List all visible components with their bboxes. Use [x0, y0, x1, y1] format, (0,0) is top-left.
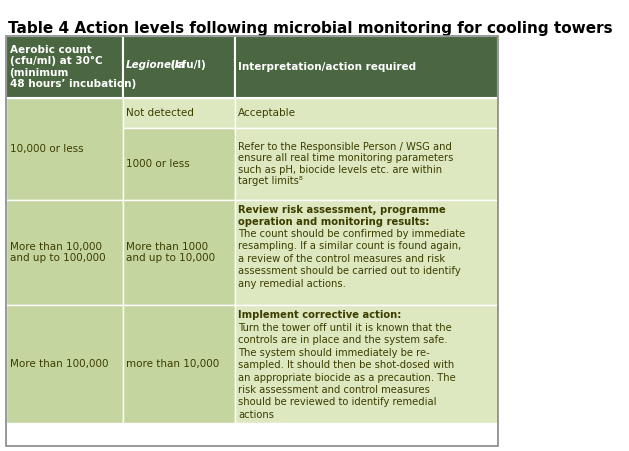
Bar [123, 36, 235, 98]
Text: More than 1000
and up to 10,000: More than 1000 and up to 10,000 [126, 242, 215, 263]
Text: More than 10,000
and up to 100,000: More than 10,000 and up to 100,000 [9, 242, 105, 263]
Bar [235, 200, 498, 305]
Text: Aerobic count
(cfu/ml) at 30°C
(minimum
48 hours’ incubation): Aerobic count (cfu/ml) at 30°C (minimum … [9, 45, 136, 89]
Bar [6, 305, 123, 423]
Text: Refer to the Responsible Person / WSG and
ensure all real time monitoring parame: Refer to the Responsible Person / WSG an… [238, 142, 454, 186]
Text: More than 100,000: More than 100,000 [9, 359, 108, 369]
Text: Acceptable: Acceptable [238, 108, 296, 118]
Bar [123, 305, 235, 423]
Bar [123, 200, 235, 305]
Bar [235, 36, 498, 98]
Text: Implement corrective action:: Implement corrective action: [238, 310, 401, 320]
Text: Turn the tower off until it is known that the
controls are in place and the syst: Turn the tower off until it is known tha… [238, 323, 456, 420]
Bar [6, 36, 123, 98]
Text: Interpretation/action required: Interpretation/action required [238, 62, 416, 72]
Text: Table 4 Action levels following microbial monitoring for cooling towers: Table 4 Action levels following microbia… [8, 21, 613, 36]
Text: The count should be confirmed by immediate
resampling. If a similar count is fou: The count should be confirmed by immedia… [238, 229, 465, 289]
Text: (cfu/l): (cfu/l) [167, 60, 206, 70]
Text: Review risk assessment, programme
operation and monitoring results:: Review risk assessment, programme operat… [238, 205, 446, 227]
Bar [123, 128, 235, 200]
Bar [235, 305, 498, 423]
Bar [235, 98, 498, 128]
Bar [6, 200, 123, 305]
Text: 10,000 or less: 10,000 or less [9, 144, 83, 154]
Text: 1000 or less: 1000 or less [126, 159, 189, 169]
Bar [235, 128, 498, 200]
Text: more than 10,000: more than 10,000 [126, 359, 219, 369]
Bar [6, 98, 123, 200]
Bar [123, 98, 235, 128]
Text: Legionella: Legionella [126, 60, 186, 70]
Text: Not detected: Not detected [126, 108, 194, 118]
